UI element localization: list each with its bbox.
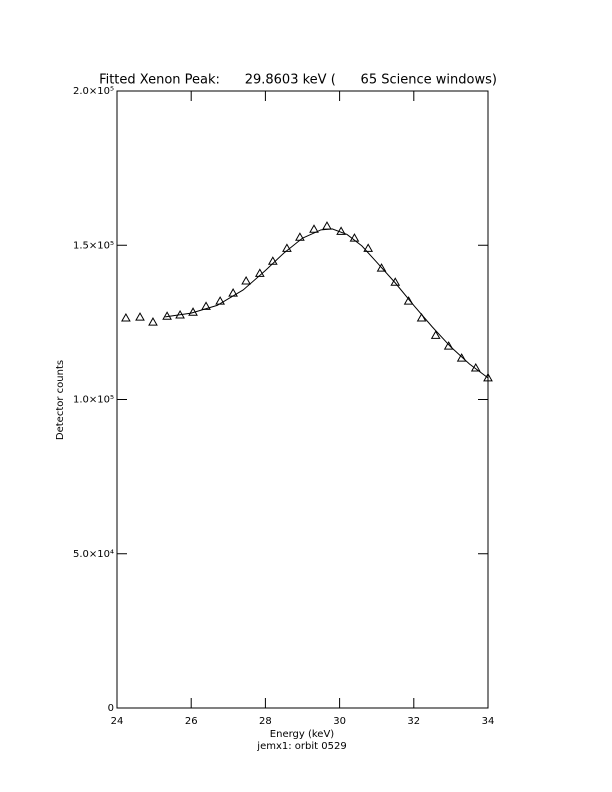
- data-point: [483, 372, 493, 382]
- footnote: jemx1: orbit 0529: [256, 741, 346, 752]
- data-point: [456, 353, 467, 362]
- y-tick-label: 0: [108, 703, 114, 714]
- x-tick-label: 32: [407, 716, 420, 727]
- y-tick-label: 5.0×10⁴: [73, 549, 114, 560]
- data-point: [162, 311, 172, 320]
- x-axis-label: Energy (keV): [270, 729, 335, 740]
- data-point: [201, 301, 211, 310]
- chart-title: Fitted Xenon Peak: 29.8603 keV ( 65 Scie…: [99, 73, 497, 88]
- fit-line: [165, 228, 489, 379]
- y-tick-label: 1.0×10⁵: [73, 395, 114, 406]
- data-point: [336, 226, 346, 235]
- data-point: [376, 263, 387, 272]
- data-point: [309, 224, 319, 233]
- data-point: [443, 341, 454, 350]
- y-tick-label: 1.5×10⁵: [73, 240, 114, 251]
- y-axis-label: Detector counts: [55, 360, 66, 440]
- data-point: [121, 313, 131, 322]
- x-tick-label: 30: [333, 716, 346, 727]
- y-tick-label: 2.0×10⁵: [73, 86, 114, 97]
- x-tick-label: 34: [482, 716, 495, 727]
- data-point: [135, 312, 145, 321]
- data-point: [282, 243, 292, 252]
- data-point: [390, 277, 401, 286]
- data-point: [254, 268, 265, 277]
- data-point: [241, 276, 251, 285]
- x-tick-label: 26: [185, 716, 198, 727]
- x-tick-label: 28: [259, 716, 272, 727]
- data-point: [363, 243, 374, 252]
- data-point: [430, 330, 441, 339]
- data-point: [148, 317, 158, 326]
- data-point: [267, 256, 278, 265]
- data-point: [403, 296, 414, 305]
- data-point: [349, 233, 360, 242]
- x-tick-label: 24: [111, 716, 124, 727]
